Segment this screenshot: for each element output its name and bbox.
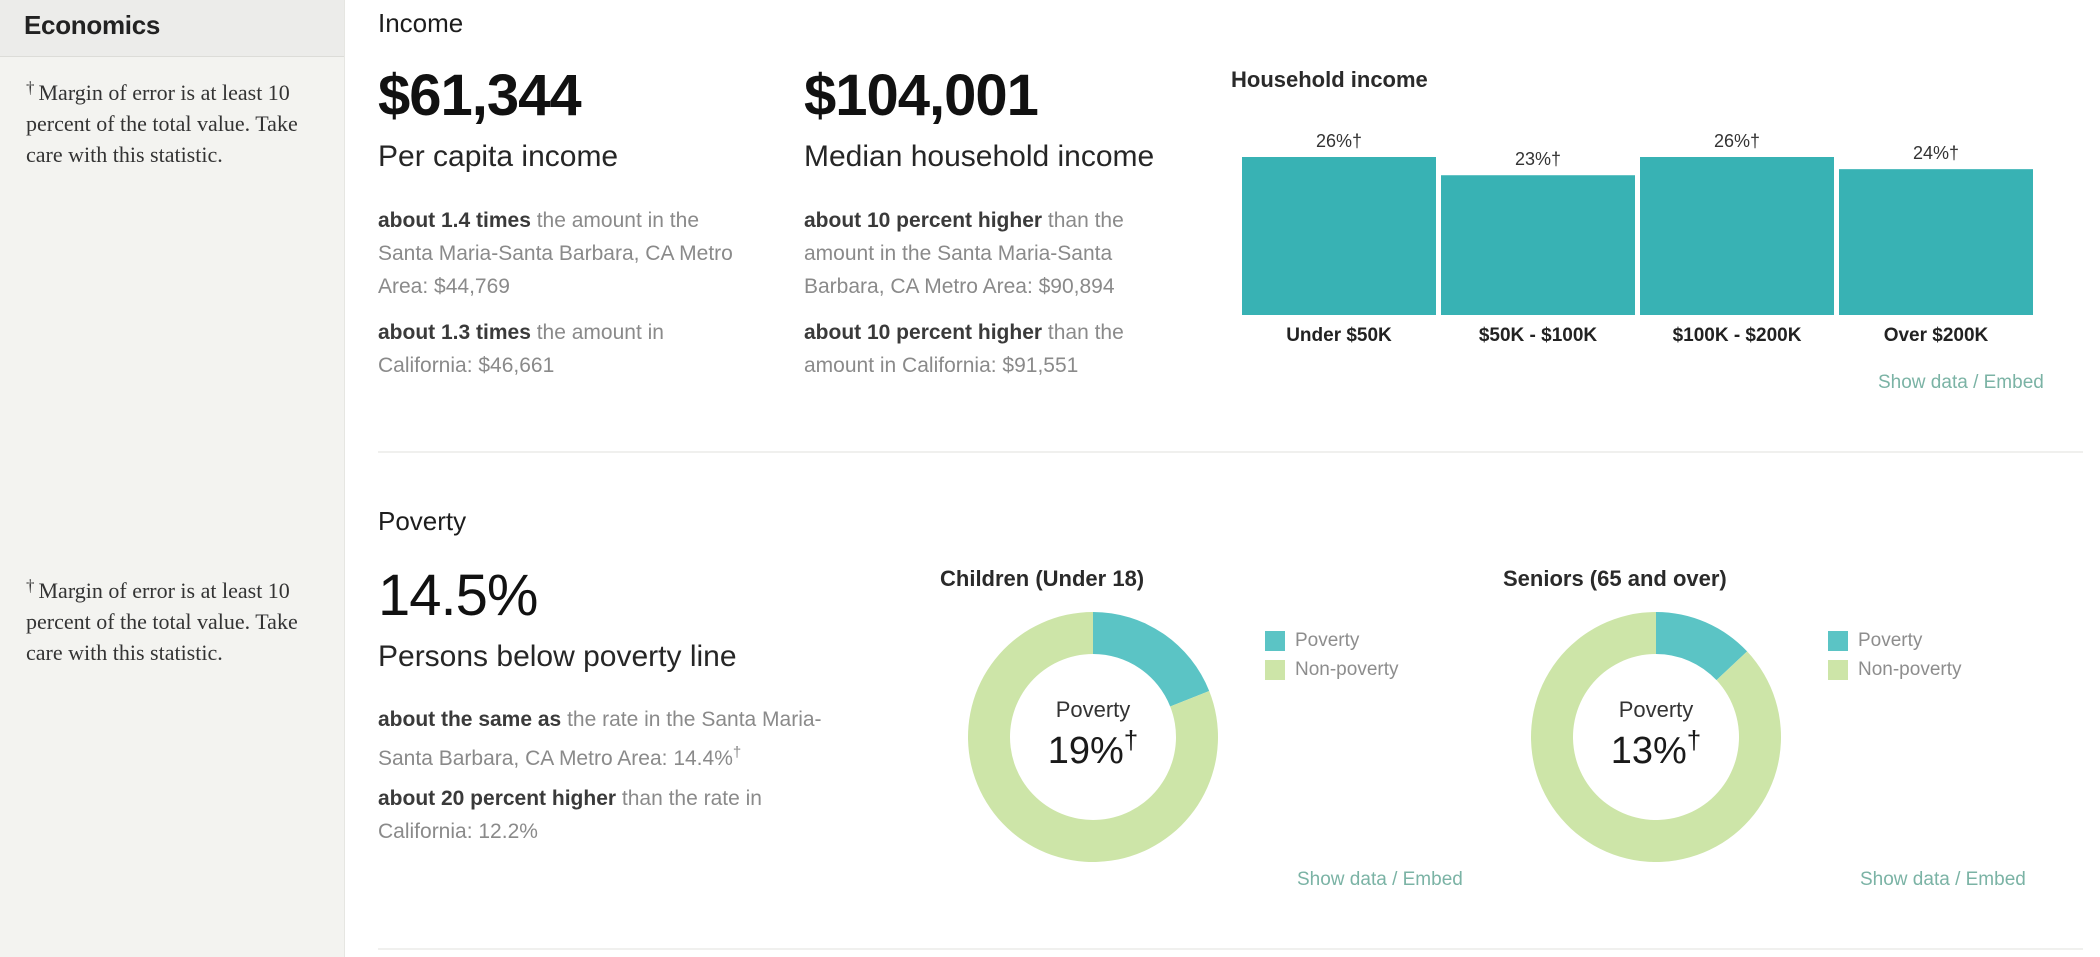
- comparison-rest: than the amount in the Santa Maria-Santa…: [804, 209, 1124, 298]
- donut-center-label: Poverty: [1055, 697, 1131, 722]
- legend-swatch: [1828, 630, 1848, 651]
- poverty-rate-value: 14.5%: [378, 563, 538, 628]
- per-capita-comparison-state: about 1.3 times the amount in California…: [378, 316, 708, 382]
- dagger-symbol: †: [26, 576, 35, 595]
- median-comparison-state: about 10 percent higher than the amount …: [804, 316, 1174, 382]
- seniors-chart-legend: Poverty Non-poverty: [1828, 626, 1962, 684]
- poverty-comparison-metro: about the same as the rate in the Santa …: [378, 703, 868, 775]
- donut-slice-non-poverty: [1531, 612, 1781, 863]
- show-data-embed-link[interactable]: Show data / Embed: [1878, 372, 2044, 393]
- comparison-rest: the amount in the Santa Maria-Santa Barb…: [378, 209, 733, 298]
- comparison-rest: the amount in California: $46,661: [378, 321, 664, 377]
- legend-item-poverty: Poverty: [1828, 626, 1962, 655]
- legend-swatch: [1828, 659, 1848, 680]
- legend-label: Non-poverty: [1295, 658, 1399, 680]
- legend-swatch: [1265, 630, 1285, 651]
- per-capita-comparison-metro: about 1.4 times the amount in the Santa …: [378, 204, 748, 303]
- household-income-chart-title: Household income: [1231, 67, 1428, 92]
- poverty-rate-label: Persons below poverty line: [378, 640, 737, 673]
- bar-value-label: 23%†: [1515, 149, 1561, 169]
- legend-item-non-poverty: Non-poverty: [1828, 655, 1962, 684]
- donut-center-label: Poverty: [1618, 697, 1694, 722]
- poverty-comparison-state: about 20 percent higher than the rate in…: [378, 782, 848, 848]
- bar-category-label: Over $200K: [1884, 325, 1989, 346]
- dagger-symbol: †: [732, 744, 742, 761]
- median-household-income-label: Median household income: [804, 140, 1155, 173]
- donut-slice-poverty: [1656, 612, 1748, 681]
- show-data-embed-link[interactable]: Show data / Embed: [1860, 869, 2026, 890]
- donut-slice-poverty: [1093, 612, 1210, 707]
- legend-item-poverty: Poverty: [1265, 626, 1399, 655]
- bar-category-label: $100K - $200K: [1673, 325, 1802, 346]
- note-text: Margin of error is at least 10 percent o…: [26, 80, 298, 167]
- comparison-rest: than the rate in California: 12.2%: [378, 787, 762, 843]
- comparison-strong: about 20 percent higher: [378, 787, 617, 810]
- seniors-poverty-chart-title: Seniors (65 and over): [1503, 566, 1727, 591]
- median-household-income-value: $104,001: [804, 63, 1039, 128]
- median-comparison-metro: about 10 percent higher than the amount …: [804, 204, 1174, 303]
- bar-value-label: 26%†: [1714, 131, 1760, 151]
- legend-label: Poverty: [1295, 629, 1360, 651]
- per-capita-income-value: $61,344: [378, 63, 582, 128]
- bar-3: [1640, 157, 1834, 315]
- bar-category-label: Under $50K: [1286, 325, 1392, 346]
- donut-center-value: 19%†: [1047, 725, 1139, 772]
- children-donut-center: Poverty 19%†: [1003, 697, 1183, 773]
- comparison-strong: about 10 percent higher: [804, 321, 1043, 344]
- bar-1: [1242, 157, 1436, 315]
- bar-4: [1839, 169, 2033, 315]
- bar-category-label: $50K - $100K: [1479, 325, 1598, 346]
- sidebar: Economics † Margin of error is at least 1…: [0, 0, 345, 957]
- legend-swatch: [1265, 659, 1285, 680]
- legend-label: Non-poverty: [1858, 658, 1962, 680]
- per-capita-income-label: Per capita income: [378, 140, 619, 173]
- income-section-title: Income: [378, 8, 464, 38]
- bar-2: [1441, 175, 1635, 315]
- comparison-strong: about 1.4 times: [378, 209, 531, 232]
- show-data-embed-link[interactable]: Show data / Embed: [1297, 869, 1463, 890]
- donut-slice-non-poverty: [968, 612, 1218, 862]
- legend-item-non-poverty: Non-poverty: [1265, 655, 1399, 684]
- margin-of-error-note: † Margin of error is at least 10 percent …: [26, 570, 331, 668]
- comparison-rest: the rate in the Santa Maria-Santa Barbar…: [378, 708, 822, 770]
- children-poverty-chart-title: Children (Under 18): [940, 566, 1145, 591]
- section-divider: [378, 948, 2083, 950]
- comparison-strong: about the same as: [378, 708, 562, 731]
- note-text: Margin of error is at least 10 percent o…: [26, 578, 298, 665]
- seniors-donut-center: Poverty 13%†: [1566, 697, 1746, 773]
- margin-of-error-note: † Margin of error is at least 10 percent …: [26, 72, 331, 170]
- dagger-symbol: †: [26, 78, 35, 97]
- section-divider: [378, 451, 2083, 453]
- children-chart-legend: Poverty Non-poverty: [1265, 626, 1399, 684]
- donut-center-value: 13%†: [1610, 725, 1702, 772]
- comparison-strong: about 10 percent higher: [804, 209, 1043, 232]
- poverty-section-title: Poverty: [378, 506, 467, 536]
- comparison-strong: about 1.3 times: [378, 321, 531, 344]
- comparison-rest: than the amount in California: $91,551: [804, 321, 1124, 377]
- bar-value-label: 24%†: [1913, 143, 1959, 163]
- sidebar-title: Economics: [0, 0, 344, 57]
- bar-value-label: 26%†: [1316, 131, 1362, 151]
- legend-label: Poverty: [1858, 629, 1923, 651]
